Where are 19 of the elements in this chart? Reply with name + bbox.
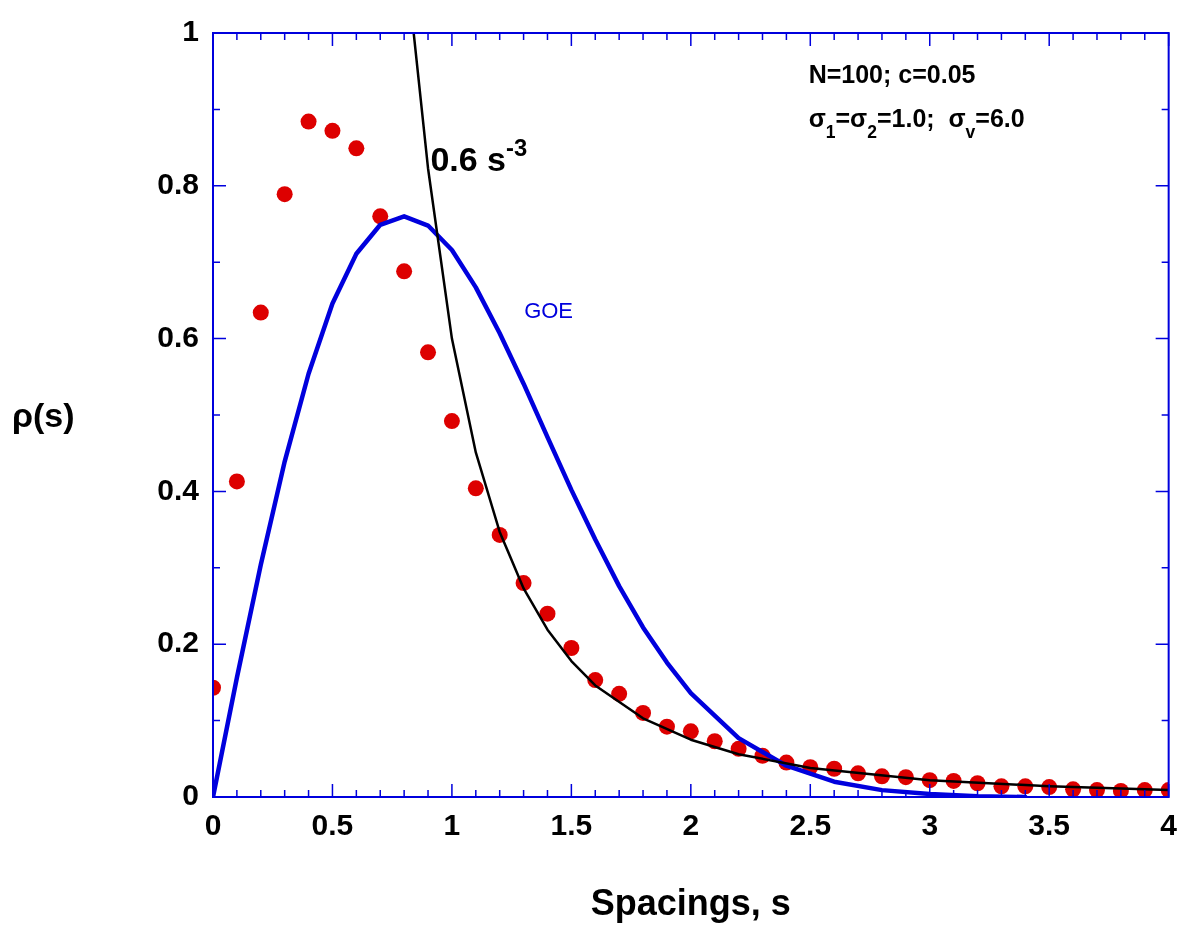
x-tick-label: 0.5 [311,808,354,842]
x-axis-title: Spacings, s [590,882,791,924]
x-tick-label: 3 [921,808,939,842]
x-tick-label: 1 [443,808,461,842]
y-tick-label: 0.4 [157,472,200,506]
y-tick-label: 0 [182,778,199,812]
y-tick-label: 1 [182,14,199,48]
x-tick-label: 3.5 [1028,808,1071,842]
y-tick-label: 0.2 [157,625,199,659]
y-tick-label: 0.8 [157,167,199,201]
x-tick-label: 4 [1160,808,1178,842]
x-tick-label: 1.5 [550,808,593,842]
x-tick-label: 2.5 [789,808,832,842]
x-tick-label: 0 [204,808,222,842]
y-tick-label: 0.6 [157,319,199,353]
y-axis-title: ρ(s) [12,396,75,434]
x-tick-label: 2 [682,808,700,842]
annotation: N=100; c=0.05 [808,60,976,88]
series-label: GOE [524,298,574,324]
